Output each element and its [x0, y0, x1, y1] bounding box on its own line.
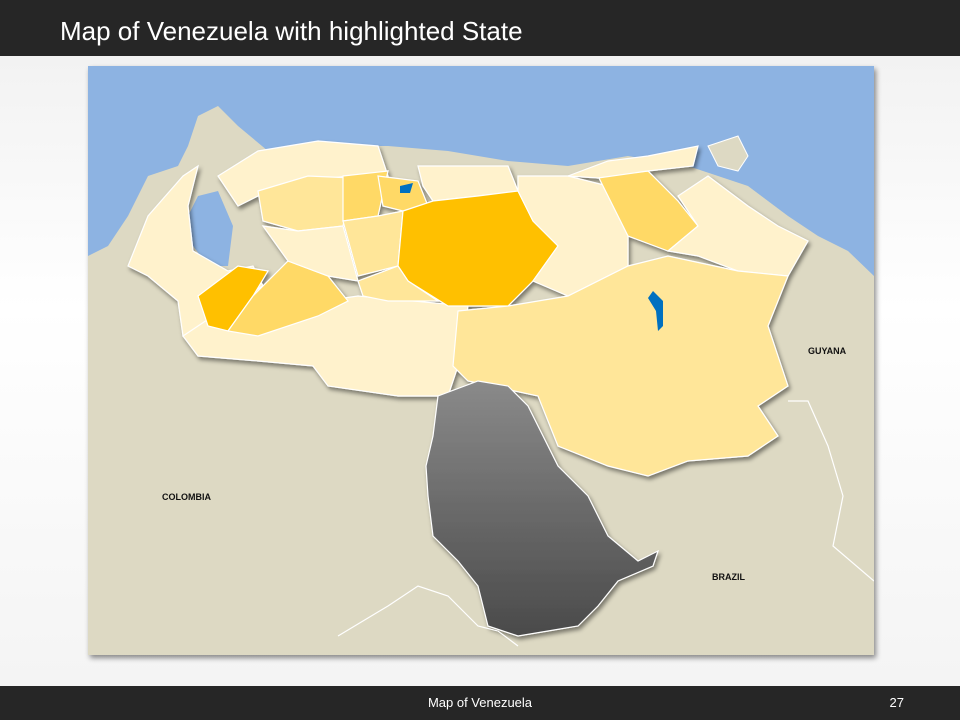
state-bolivar — [452, 255, 789, 477]
label-guyana: GUYANA — [808, 346, 847, 356]
state-barinas — [357, 265, 440, 302]
lake-valencia — [400, 183, 413, 193]
footer-bar: Map of Venezuela 27 — [0, 686, 960, 720]
venezuela-outline — [127, 140, 809, 637]
footer-title: Map of Venezuela — [427, 695, 533, 710]
trinidad-island — [707, 135, 749, 172]
venezuela-map: GUYANA COLOMBIA BRAZIL — [88, 66, 874, 655]
state-merida — [226, 260, 349, 337]
title-bar: Map of Venezuela with highlighted State — [0, 0, 960, 56]
label-brazil: BRAZIL — [712, 572, 745, 582]
lake-guri — [648, 291, 663, 331]
border-line-brazil — [337, 585, 519, 647]
page-number: 27 — [889, 695, 904, 710]
slide-title: Map of Venezuela with highlighted State — [60, 16, 523, 46]
label-colombia: COLOMBIA — [162, 492, 211, 502]
ocean — [88, 66, 874, 276]
lake-maracaibo — [188, 191, 233, 266]
state-amazonas-highlighted — [425, 380, 660, 637]
border-line-guyana — [788, 400, 874, 582]
state-sucre — [567, 145, 699, 179]
